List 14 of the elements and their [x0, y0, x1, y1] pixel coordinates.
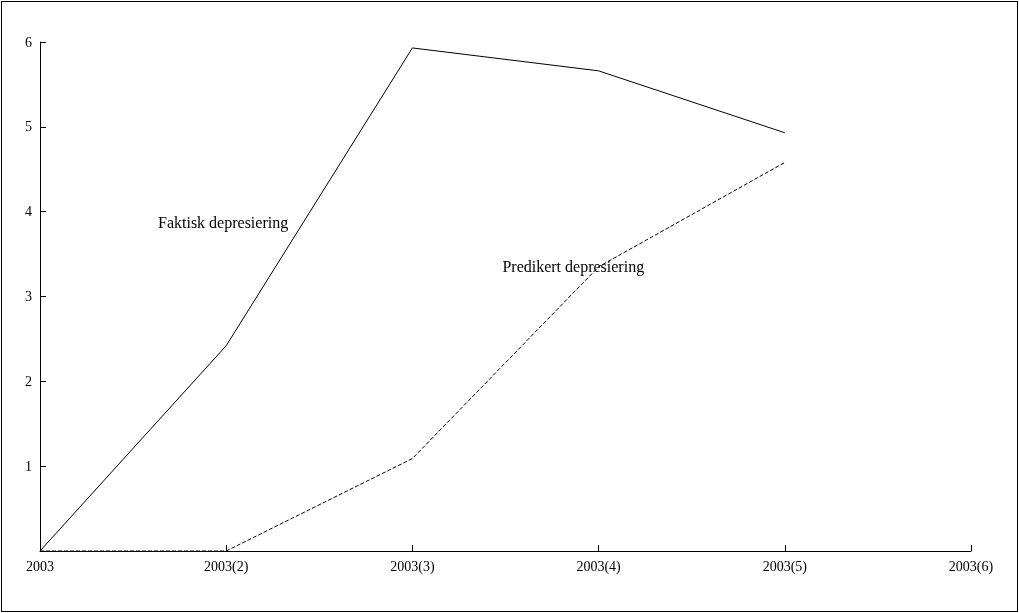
x-tick-label: 2003 [26, 558, 54, 574]
y-tick-label: 1 [25, 458, 32, 474]
y-tick-label: 5 [25, 119, 32, 135]
x-tick-label: 2003(6) [948, 558, 994, 575]
y-tick-label: 6 [25, 34, 32, 50]
y-tick-label: 2 [25, 373, 32, 389]
series-label: Predikert depresiering [502, 258, 645, 277]
series-label: Faktisk depresiering [158, 214, 289, 233]
x-tick-label: 2003(4) [576, 558, 622, 575]
x-tick-label: 2003(5) [762, 558, 808, 575]
y-tick-label: 4 [25, 204, 32, 220]
y-tick-label: 3 [25, 289, 32, 304]
x-tick-label: 2003(3) [390, 558, 435, 575]
x-tick-label: 2003(2) [204, 558, 249, 575]
